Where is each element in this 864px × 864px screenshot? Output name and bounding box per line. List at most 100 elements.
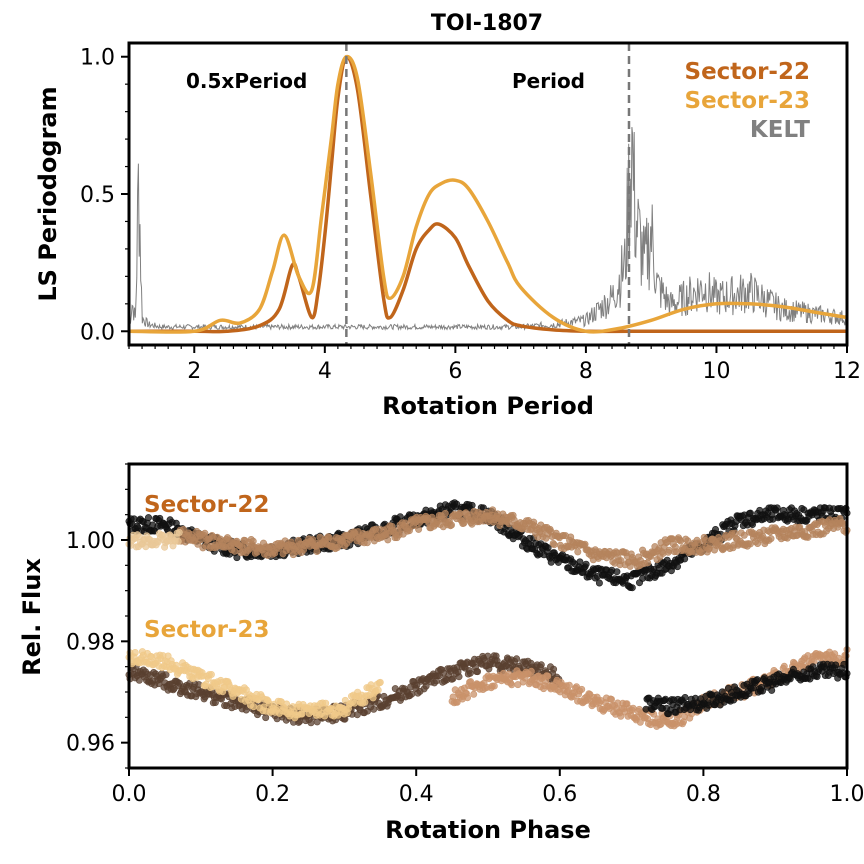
- flux-point: [455, 673, 463, 681]
- x-tick-label: 2: [187, 359, 201, 384]
- y-tick-label: 0.0: [80, 320, 115, 345]
- flux-point: [701, 536, 709, 544]
- flux-point: [172, 661, 180, 669]
- flux-point: [550, 665, 558, 673]
- flux-point: [361, 698, 369, 706]
- flux-point: [449, 675, 457, 683]
- periodogram-chart: TOI-1807 2 4 6 8 10 12 0.0 0.5 1.0 Rotation Peri…: [34, 11, 861, 420]
- flux-point: [262, 714, 270, 722]
- x-tick-label: 10: [702, 359, 730, 384]
- flux-point: [613, 568, 621, 576]
- x-tick-label: 0.0: [112, 782, 147, 807]
- flux-point: [628, 584, 636, 592]
- flux-point: [283, 700, 291, 708]
- x-axis-label-phase: Rotation Phase: [385, 816, 591, 844]
- annotation-sector-22: Sector-22: [144, 492, 270, 518]
- flux-point: [565, 681, 573, 689]
- flux-point: [767, 535, 775, 543]
- flux-point: [313, 547, 321, 555]
- y-tick-label: 0.5: [80, 183, 115, 208]
- flux-point: [537, 661, 545, 669]
- y-tick-label: 0.96: [66, 732, 115, 757]
- y-axis-label-flux: Rel. Flux: [18, 558, 46, 676]
- flux-point: [162, 671, 170, 679]
- flux-point: [527, 667, 535, 675]
- flux-point: [831, 650, 839, 658]
- points-sector-23-black: [642, 660, 851, 718]
- flux-point: [363, 539, 371, 547]
- legend-kelt: KELT: [750, 117, 810, 143]
- flux-point: [684, 537, 692, 545]
- flux-point: [595, 579, 603, 587]
- flux-point: [175, 528, 183, 536]
- flux-point: [544, 544, 552, 552]
- flux-point: [231, 547, 239, 555]
- flux-point: [201, 529, 209, 537]
- flux-point: [768, 686, 776, 694]
- flux-point: [453, 698, 461, 706]
- x-tick-label: 0.8: [686, 782, 721, 807]
- flux-point: [636, 718, 644, 726]
- x-axis-label: Rotation Period: [382, 392, 594, 420]
- period-label: Period: [512, 69, 585, 93]
- flux-point: [681, 555, 689, 563]
- flux-point: [617, 557, 625, 565]
- flux-point: [773, 504, 781, 512]
- x-tick-label: 12: [833, 359, 861, 384]
- annotation-sector-23: Sector-23: [144, 617, 270, 643]
- y-axis-label: LS Periodogram: [34, 86, 62, 301]
- flux-point: [249, 537, 257, 545]
- flux-point: [550, 541, 558, 549]
- flux-point: [207, 670, 215, 678]
- flux-point: [242, 686, 250, 694]
- flux-point: [447, 521, 455, 529]
- flux-point: [322, 699, 330, 707]
- flux-point: [466, 669, 474, 677]
- x-tick-label: 0.4: [399, 782, 434, 807]
- flux-point: [374, 686, 382, 694]
- flux-point: [468, 501, 476, 509]
- flux-point: [753, 676, 761, 684]
- flux-point: [145, 514, 153, 522]
- flux-point: [174, 537, 182, 545]
- flux-point: [490, 682, 498, 690]
- flux-point: [508, 681, 516, 689]
- flux-point: [233, 554, 241, 562]
- flux-point: [740, 531, 748, 539]
- half-period-label: 0.5xPeriod: [186, 69, 307, 93]
- y-tick-label: 0.98: [66, 630, 115, 655]
- flux-point: [574, 548, 582, 556]
- flux-point: [681, 693, 689, 701]
- flux-point: [384, 536, 392, 544]
- flux-point: [758, 687, 766, 695]
- x-tick-label: 4: [318, 359, 332, 384]
- flux-point: [489, 506, 497, 514]
- y-tick-label: 1.0: [80, 46, 115, 71]
- flux-point: [470, 690, 478, 698]
- x-tick-label: 0.2: [255, 782, 290, 807]
- x-tick-label: 8: [579, 359, 593, 384]
- flux-point: [422, 682, 430, 690]
- flux-point: [453, 500, 461, 508]
- legend-sector-23: Sector-23: [685, 88, 811, 114]
- flux-point: [513, 655, 521, 663]
- y-tick-label: 1.00: [66, 529, 115, 554]
- flux-point: [607, 695, 615, 703]
- flux-point: [617, 712, 625, 720]
- flux-point: [131, 648, 139, 656]
- flux-point: [626, 562, 634, 570]
- flux-point: [582, 560, 590, 568]
- flux-point: [405, 527, 413, 535]
- flux-point: [746, 509, 754, 517]
- flux-point: [370, 705, 378, 713]
- flux-point: [544, 672, 552, 680]
- points-sector-22-light: [125, 528, 183, 551]
- series-sector-23-line: [128, 54, 848, 334]
- flux-point: [441, 509, 449, 517]
- flux-point: [376, 678, 384, 686]
- points-sector-23-light: [125, 648, 384, 722]
- flux-point: [463, 694, 471, 702]
- x-tick-label: 0.6: [542, 782, 577, 807]
- points-sector-22-tan: [175, 506, 851, 570]
